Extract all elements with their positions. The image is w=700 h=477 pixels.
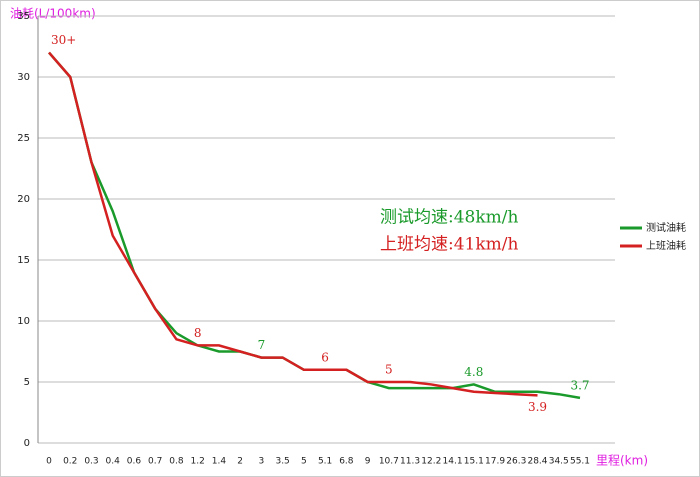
y-tick-label: 30 [17,72,30,83]
x-tick-label: 3.5 [275,457,289,467]
x-tick-label: 12.2 [421,457,441,467]
x-axis-title: 里程(km) [596,453,648,468]
data-label: 4.8 [464,365,483,379]
legend-label: 测试油耗 [646,221,686,234]
x-tick-label: 0.2 [63,457,77,467]
data-label: 7 [258,338,266,352]
x-tick-label: 0.4 [106,457,121,467]
series-line [48,51,538,397]
x-tick-label: 0 [46,457,52,467]
data-label: 3.7 [570,378,589,392]
data-label: 6 [321,350,329,364]
x-tick-label: 34.5 [549,457,569,467]
x-tick-label: 3 [259,457,265,467]
y-tick-label: 35 [17,11,30,22]
data-label: 5 [385,363,393,377]
x-tick-label: 26.3 [506,457,526,467]
x-tick-label: 1.2 [191,457,205,467]
x-tick-label: 0.8 [169,457,184,467]
legend-label: 上班油耗 [646,239,686,252]
y-axis-title: 油耗(L/100km) [10,7,96,21]
x-tick-label: 10.7 [379,457,399,467]
x-tick-label: 11.3 [400,457,420,467]
x-tick-label: 1.4 [212,457,227,467]
x-tick-label: 2 [237,457,243,467]
data-label: 3.9 [528,400,547,414]
x-tick-label: 0.3 [84,457,98,467]
x-tick-label: 0.6 [127,457,142,467]
x-tick-label: 55.1 [570,457,590,467]
y-tick-label: 25 [17,133,30,144]
x-tick-label: 0.7 [148,457,162,467]
x-tick-label: 9 [365,457,371,467]
y-tick-label: 15 [17,255,30,266]
x-tick-label: 17.9 [485,457,505,467]
data-label: 30+ [51,33,76,47]
data-label: 8 [194,326,202,340]
x-tick-label: 14.1 [443,457,463,467]
annotation: 上班均速:41km/h [380,235,519,255]
y-tick-label: 20 [17,194,30,205]
x-tick-label: 15.1 [464,457,484,467]
y-tick-label: 5 [24,377,30,388]
annotation: 测试均速:48km/h [380,208,519,228]
x-tick-label: 28.4 [527,457,547,467]
x-tick-label: 5.1 [318,457,332,467]
x-tick-label: 6.8 [339,457,354,467]
x-tick-label: 5 [301,457,307,467]
y-tick-label: 0 [24,438,30,449]
y-tick-label: 10 [17,316,30,327]
